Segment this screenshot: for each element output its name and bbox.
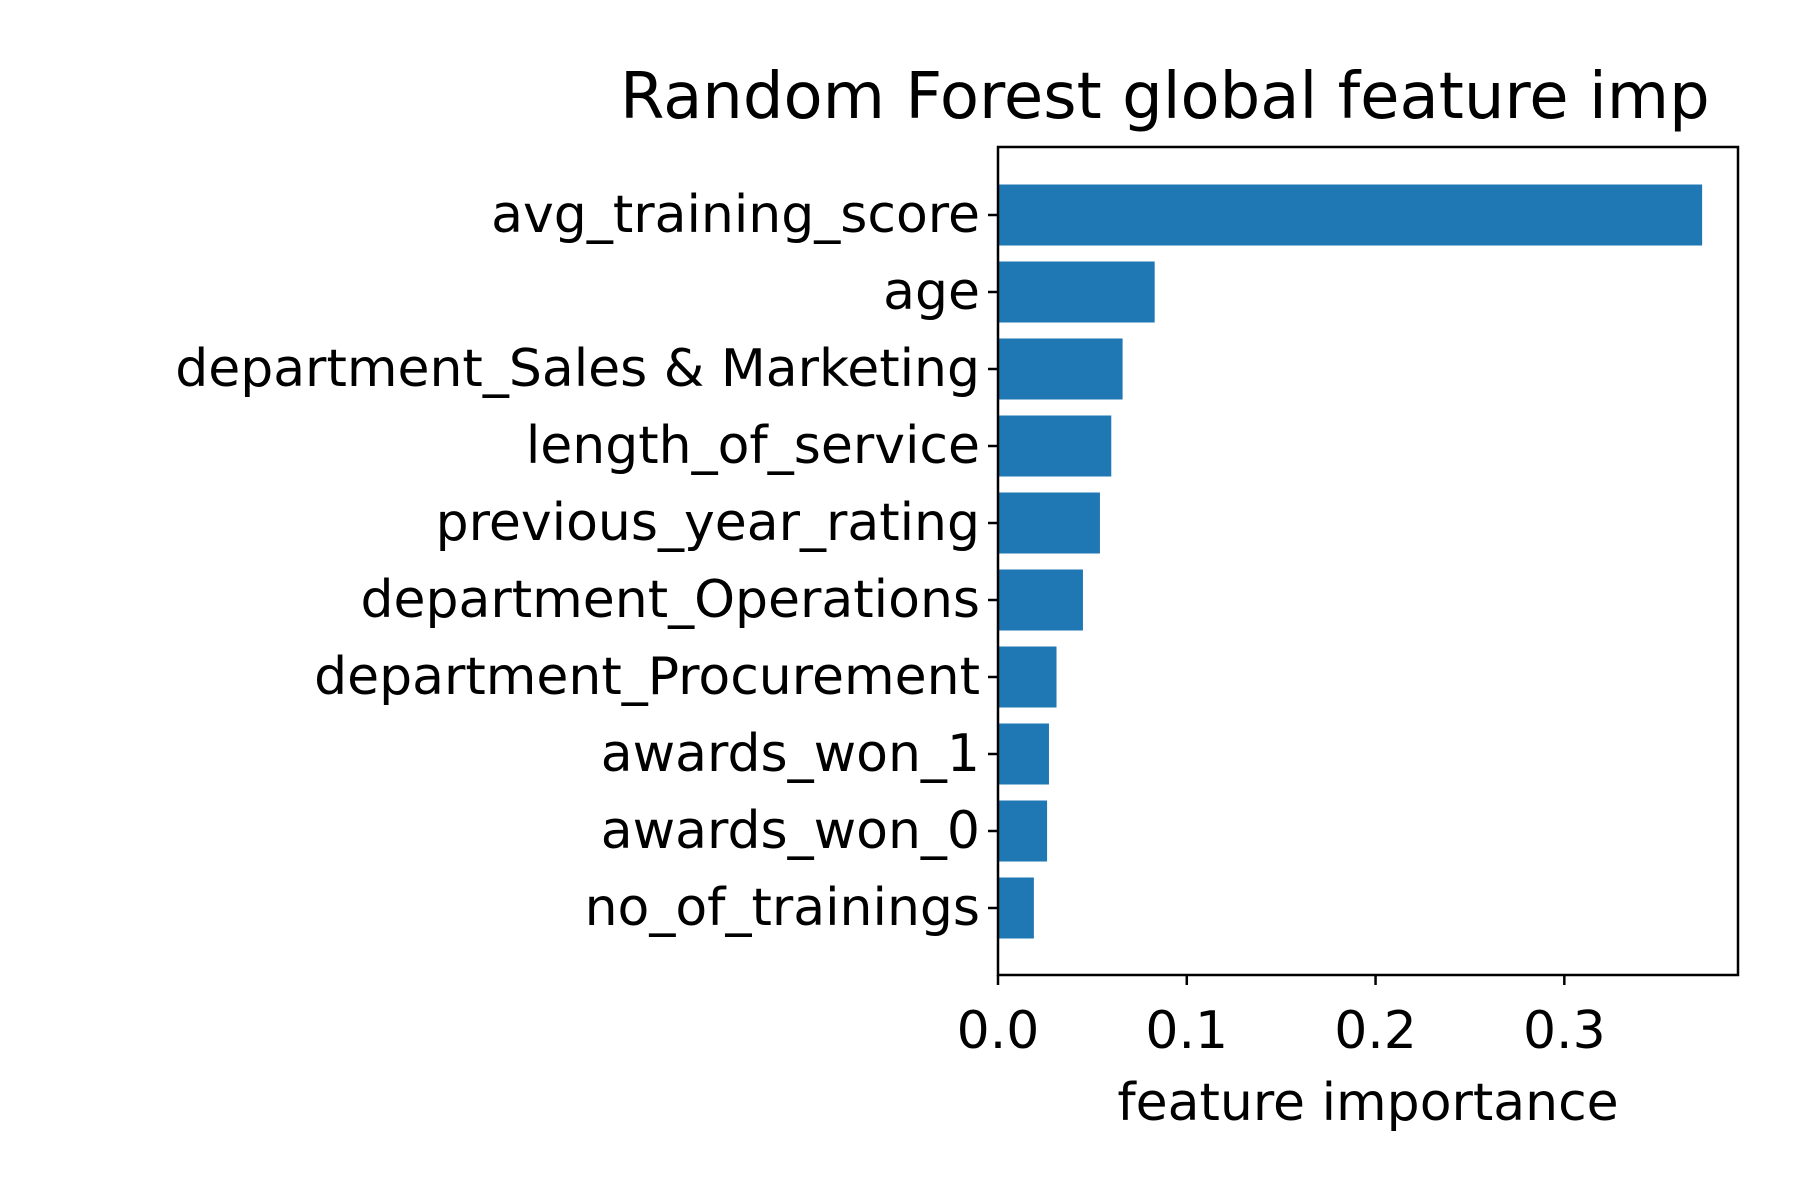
y-tick-label-9: no_of_trainings <box>585 878 980 938</box>
y-tick-label-0: avg_training_score <box>491 185 980 245</box>
y-tick-label-1: age <box>883 262 980 322</box>
bar-3 <box>998 415 1112 477</box>
bar-6 <box>998 646 1057 708</box>
bars-layer <box>998 184 1703 939</box>
plot-frame <box>996 145 1740 977</box>
bar-8 <box>998 800 1048 862</box>
y-tick-label-5: department_Operations <box>360 570 980 630</box>
bar-9 <box>998 877 1034 939</box>
x-tick-label-1: 0.1 <box>1145 1001 1228 1061</box>
bar-4 <box>998 492 1100 554</box>
y-tick-label-2: department_Sales & Marketing <box>175 339 980 399</box>
bar-5 <box>998 569 1083 631</box>
y-tick-label-8: awards_won_0 <box>601 801 980 861</box>
x-tick-label-3: 0.3 <box>1523 1001 1606 1061</box>
bar-1 <box>998 261 1155 323</box>
y-tick-label-7: awards_won_1 <box>601 724 980 784</box>
bar-2 <box>998 338 1123 400</box>
y-tick-label-3: length_of_service <box>526 416 980 476</box>
x-tick-label-2: 0.2 <box>1334 1001 1417 1061</box>
y-tick-label-6: department_Procurement <box>314 647 980 707</box>
chart-title: Random Forest global feature imp <box>620 60 1710 134</box>
x-tick-label-0: 0.0 <box>957 1001 1040 1061</box>
bar-7 <box>998 723 1049 785</box>
x-axis-label: feature importance <box>1117 1073 1618 1133</box>
bar-0 <box>998 184 1703 246</box>
y-tick-label-4: previous_year_rating <box>436 493 980 553</box>
